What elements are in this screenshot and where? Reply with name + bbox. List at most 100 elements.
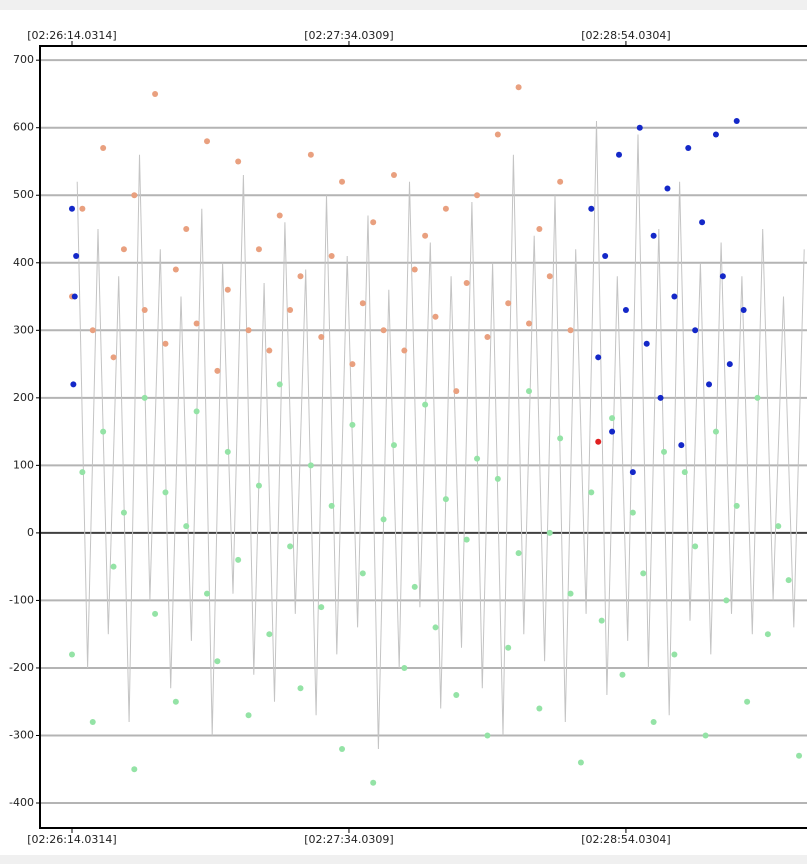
- y-tick-label: 300: [13, 323, 34, 336]
- data-point: [152, 610, 159, 617]
- data-point: [120, 509, 127, 516]
- data-point: [141, 394, 148, 401]
- y-tick-label: -400: [9, 796, 34, 809]
- data-point: [339, 745, 346, 752]
- grid-layer: [40, 46, 807, 828]
- data-point: [73, 253, 80, 260]
- data-point: [595, 438, 602, 445]
- data-point: [785, 577, 792, 584]
- data-point: [70, 381, 77, 388]
- data-point: [401, 664, 408, 671]
- data-point: [193, 408, 200, 415]
- plot-border: [39, 45, 807, 829]
- data-point: [214, 367, 221, 374]
- data-point: [110, 354, 117, 361]
- y-tick-label: -100: [9, 593, 34, 606]
- plot-area: [40, 46, 807, 828]
- y-tick-label: -300: [9, 728, 34, 741]
- data-point: [664, 185, 671, 192]
- data-point: [671, 293, 678, 300]
- data-point: [546, 273, 553, 280]
- data-point: [505, 644, 512, 651]
- data-point: [297, 273, 304, 280]
- data-point: [235, 158, 242, 165]
- y-tick-label: 500: [13, 188, 34, 201]
- data-point: [692, 327, 699, 334]
- data-point: [712, 131, 719, 138]
- data-point: [276, 212, 283, 219]
- data-point: [71, 293, 78, 300]
- data-point: [657, 394, 664, 401]
- data-point: [287, 307, 294, 314]
- data-point: [723, 597, 730, 604]
- data-point: [235, 556, 242, 563]
- data-point: [318, 334, 325, 341]
- y-tick-label: 200: [13, 391, 34, 404]
- data-point: [79, 205, 86, 212]
- data-point: [390, 442, 397, 449]
- data-point: [214, 658, 221, 665]
- data-point: [245, 327, 252, 334]
- data-point: [120, 246, 127, 253]
- data-point: [733, 117, 740, 124]
- data-point: [307, 151, 314, 158]
- data-point: [619, 671, 626, 678]
- signal-line: [76, 120, 805, 750]
- data-point: [79, 469, 86, 476]
- data-point: [494, 475, 501, 482]
- data-point: [193, 320, 200, 327]
- data-point: [432, 313, 439, 320]
- axes-layer: -400 -300 -200 -100 0 100 200 300 400 500 600 700 [0…: [9, 29, 807, 846]
- data-point: [567, 327, 574, 334]
- data-point: [622, 307, 629, 314]
- data-point: [89, 327, 96, 334]
- data-point: [463, 536, 470, 543]
- data-point: [609, 428, 616, 435]
- data-point: [183, 523, 190, 530]
- x-tick-label-top: [02:27:34.0309]: [304, 29, 393, 42]
- data-point: [411, 266, 418, 273]
- data-point: [349, 361, 356, 368]
- data-point: [411, 583, 418, 590]
- data-point: [287, 543, 294, 550]
- data-point: [131, 766, 138, 773]
- y-tick-label: 0: [27, 526, 34, 539]
- data-point: [546, 529, 553, 536]
- data-point: [650, 718, 657, 725]
- data-point: [744, 698, 751, 705]
- data-point: [380, 327, 387, 334]
- data-point: [650, 232, 657, 239]
- data-point: [328, 253, 335, 260]
- data-point: [359, 570, 366, 577]
- data-point: [602, 253, 609, 260]
- data-point: [380, 516, 387, 523]
- data-point: [598, 617, 605, 624]
- y-tick-label: -200: [9, 661, 34, 674]
- data-point: [699, 219, 706, 226]
- data-point: [68, 651, 75, 658]
- data-point: [370, 219, 377, 226]
- data-point: [525, 388, 532, 395]
- data-point: [204, 138, 211, 145]
- y-tick-label: 700: [13, 53, 34, 66]
- data-point: [183, 226, 190, 233]
- data-point: [643, 340, 650, 347]
- data-point: [515, 550, 522, 557]
- data-point: [162, 489, 169, 496]
- data-point: [536, 226, 543, 233]
- x-tick-label-top: [02:26:14.0314]: [27, 29, 116, 42]
- data-point: [505, 300, 512, 307]
- data-point: [796, 752, 803, 759]
- data-point: [359, 300, 366, 307]
- data-point: [442, 496, 449, 503]
- data-point: [671, 651, 678, 658]
- data-point: [681, 469, 688, 476]
- data-point: [629, 469, 636, 476]
- x-tick-label-top: [02:28:54.0304]: [581, 29, 670, 42]
- data-point: [349, 421, 356, 428]
- data-point: [661, 448, 668, 455]
- data-point: [453, 388, 460, 395]
- data-point: [484, 732, 491, 739]
- data-point: [577, 759, 584, 766]
